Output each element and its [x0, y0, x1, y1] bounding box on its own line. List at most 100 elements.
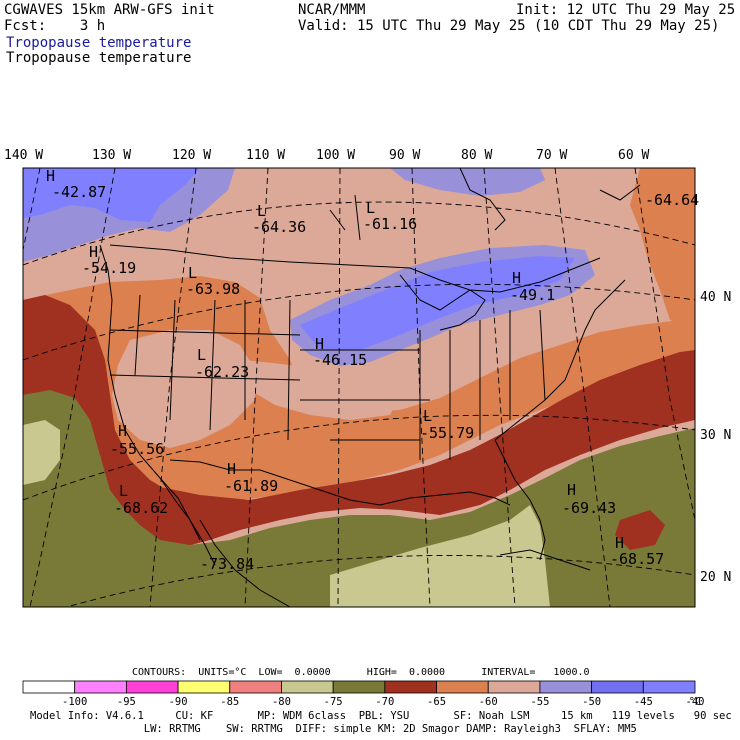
colorbar-tick-label: -90 — [169, 696, 188, 708]
meridian-80w — [483, 168, 516, 607]
tick-lon-130w: 130 W — [92, 148, 132, 163]
colorbar-tick-label: -75 — [324, 696, 343, 708]
colorbar-bin — [125, 680, 179, 694]
state-lines-west — [134, 294, 291, 441]
colorbar-tick-label: -60 — [479, 696, 498, 708]
field-band-m45-nw — [23, 168, 200, 222]
colorbar-tick-label: -80 — [272, 696, 291, 708]
extremum-value: -69.43 — [562, 499, 616, 517]
colorbar-tick-label: -65 — [427, 696, 446, 708]
tick-lon-90w: 90 W — [389, 148, 421, 163]
us-mexico-border — [169, 459, 291, 481]
contour-info: CONTOURS: UNITS=°C LOW= 0.0000 HIGH= 0.0… — [132, 667, 590, 678]
hudson-bay — [459, 168, 506, 231]
state-lines-east — [419, 309, 546, 460]
extremum-value: -64.36 — [252, 218, 306, 236]
tick-lon-70w: 70 W — [536, 148, 568, 163]
meridian-120w — [149, 168, 197, 607]
canadian-islands — [329, 184, 641, 241]
field-band-m65-south — [150, 350, 695, 548]
model-info-line2: LW: RRTMG SW: RRTMG DIFF: simple KM: 2D … — [30, 723, 637, 735]
field-extrema: H -42.87 L -64.36 L -61.16 -64.64 H -54.… — [46, 167, 699, 573]
parallel-20n — [65, 555, 695, 607]
extremum-symbol: L — [119, 482, 128, 500]
meridian-100w — [337, 168, 341, 607]
colorbar-bin — [22, 680, 76, 694]
colorbar-bin — [487, 680, 541, 694]
colorbar-bin — [436, 680, 489, 694]
extremum-symbol: H — [512, 269, 521, 287]
meridian-140w — [23, 168, 41, 251]
tick-lon-100w: 100 W — [316, 148, 356, 163]
organization: NCAR/MMM — [298, 2, 366, 18]
model-info-line1: Model Info: V4.6.1 CU: KF MP: WDM 6class… — [30, 710, 732, 722]
canada-border — [109, 244, 601, 293]
extremum-symbol: L — [423, 407, 432, 425]
extremum-symbol: L — [197, 346, 206, 364]
extremum-value: -68.62 — [114, 499, 168, 517]
tick-lon-60w: 60 W — [618, 148, 650, 163]
parallel-40n — [23, 283, 695, 361]
field-title-secondary: Tropopause temperature — [6, 50, 192, 66]
valid-time: Valid: 15 UTC Thu 29 May 25 (10 CDT Thu … — [298, 18, 720, 34]
colorbar-tick-label: -55 — [530, 696, 549, 708]
meridian-130w — [29, 168, 116, 607]
graticule — [23, 168, 695, 607]
tick-lat-20n: 20 N — [700, 570, 732, 585]
extremum-value: -49.1 — [510, 286, 555, 304]
field-band-m65-atlantic — [615, 510, 665, 550]
field-band-m55-interior — [112, 330, 255, 448]
extremum-value: -64.64 — [645, 191, 699, 209]
tick-lon-140w: 140 W — [4, 148, 44, 163]
meridian-110w — [244, 168, 269, 607]
political-boundaries — [99, 168, 641, 607]
colorbar-tick-label: -50 — [582, 696, 601, 708]
field-band-m75-gulf — [330, 505, 550, 607]
colorbar-bin — [74, 680, 127, 694]
colorbar-tick-label: -100 — [62, 696, 87, 708]
extremum-value: -61.16 — [363, 215, 417, 233]
field-band-m55-plains — [245, 360, 400, 420]
east-coast — [494, 279, 626, 441]
extremum-value: -63.98 — [186, 280, 240, 298]
field-band-m45-central — [300, 256, 575, 350]
extremum-value: -68.57 — [610, 550, 664, 568]
extremum-value: -46.15 — [313, 351, 367, 369]
tick-lon-110w: 110 W — [246, 148, 286, 163]
florida — [494, 439, 546, 561]
colorbar-tick-label: -40 — [686, 696, 705, 708]
extremum-symbol: L — [257, 202, 266, 220]
extremum-symbol: H — [118, 422, 127, 440]
colorbar-bin — [229, 680, 282, 694]
model-title: CGWAVES 15km ARW-GFS init — [4, 2, 215, 18]
tick-lon-120w: 120 W — [172, 148, 212, 163]
colorbar-bin — [642, 680, 696, 694]
extremum-value: -54.19 — [82, 259, 136, 277]
colorbar-bin — [591, 680, 644, 694]
colorbar-tick-label: -45 — [634, 696, 653, 708]
extremum-symbol: H — [227, 460, 236, 478]
extremum-value: -55.79 — [420, 424, 474, 442]
colorbar: -100 -95 -90 -85 -80 -75 -70 -65 -60 -55 -50 -45 -40… — [22, 680, 705, 708]
field-band-m60-ne — [630, 168, 695, 330]
extremum-symbol: H — [315, 335, 324, 353]
extremum-symbol: H — [89, 243, 98, 261]
gulf-coast — [289, 479, 511, 506]
colorbar-bin — [177, 680, 231, 694]
colorbar-bin — [281, 680, 334, 694]
colorbar-tick-label: -85 — [220, 696, 239, 708]
cuba — [499, 549, 591, 571]
extremum-symbol: L — [188, 264, 197, 282]
field-band-m50-north — [390, 168, 545, 196]
great-lakes — [399, 274, 486, 331]
meridian-70w — [554, 168, 611, 607]
tick-lon-80w: 80 W — [461, 148, 493, 163]
meridian-60w — [634, 168, 695, 521]
extremum-symbol: H — [567, 481, 576, 499]
field-band-m75-pacific — [23, 420, 60, 485]
tick-lat-40n: 40 N — [700, 290, 732, 305]
colorbar-bin — [539, 680, 593, 694]
mexico-pacific-coast — [199, 519, 291, 607]
colorbar-bin — [332, 680, 386, 694]
parallel-30n — [23, 414, 695, 501]
